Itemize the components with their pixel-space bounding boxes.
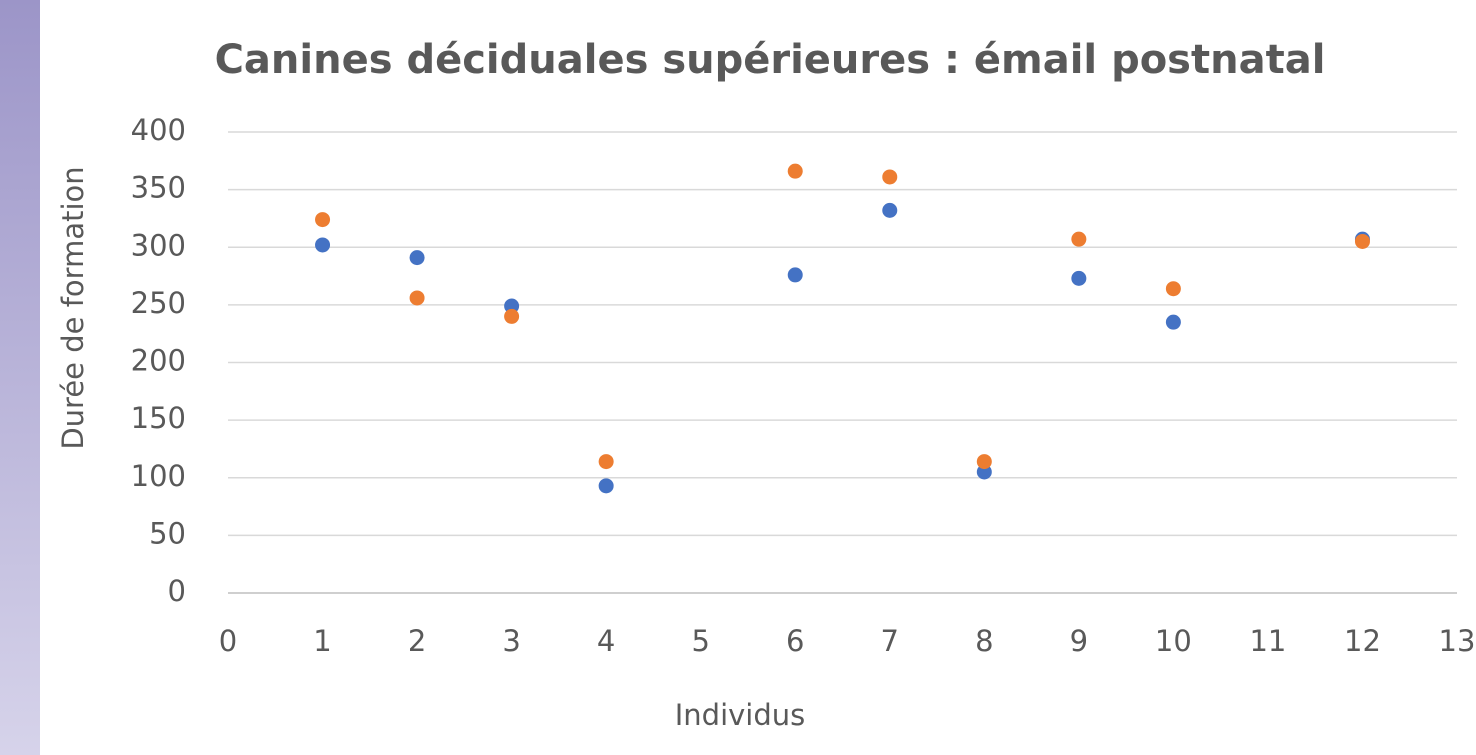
y-axis-title: Durée de formation [56, 166, 90, 449]
side-stripe [0, 0, 40, 755]
x-tick-label: 3 [502, 624, 520, 658]
y-tick-label: 0 [168, 574, 186, 608]
x-tick-label: 7 [881, 624, 899, 658]
y-tick-label: 50 [149, 516, 186, 550]
point [1165, 314, 1181, 330]
point [598, 454, 614, 470]
x-tick-label: 13 [1439, 624, 1476, 658]
point [787, 267, 803, 283]
point [1071, 231, 1087, 247]
x-axis-title: Individus [675, 698, 806, 732]
x-tick-label: 4 [597, 624, 615, 658]
x-tick-label: 0 [219, 624, 237, 658]
point [409, 290, 425, 306]
point [409, 250, 425, 266]
x-tick-label: 2 [408, 624, 426, 658]
x-tick-label: 1 [313, 624, 331, 658]
point [315, 212, 331, 228]
y-tick-label: 350 [131, 171, 186, 205]
point [1071, 270, 1087, 286]
point [787, 163, 803, 179]
point [504, 298, 520, 314]
y-tick-label: 150 [131, 401, 186, 435]
y-tick-label: 250 [131, 286, 186, 320]
point [1354, 233, 1370, 249]
x-tick-label: 9 [1070, 624, 1088, 658]
x-tick-label: 5 [691, 624, 709, 658]
y-tick-label: 400 [131, 113, 186, 147]
chart-title: Canines déciduales supérieures : émail p… [215, 37, 1326, 83]
point [1165, 281, 1181, 297]
point [882, 202, 898, 218]
x-tick-label: 12 [1344, 624, 1381, 658]
point [598, 478, 614, 494]
y-tick-label: 200 [131, 344, 186, 378]
y-tick-label: 100 [131, 459, 186, 493]
y-tick-label: 300 [131, 228, 186, 262]
x-tick-label: 10 [1155, 624, 1192, 658]
x-tick-label: 8 [975, 624, 993, 658]
point [882, 169, 898, 185]
point [315, 237, 331, 253]
point [504, 308, 520, 324]
x-tick-label: 6 [786, 624, 804, 658]
point [976, 454, 992, 470]
point [976, 464, 992, 480]
x-tick-label: 11 [1249, 624, 1286, 658]
